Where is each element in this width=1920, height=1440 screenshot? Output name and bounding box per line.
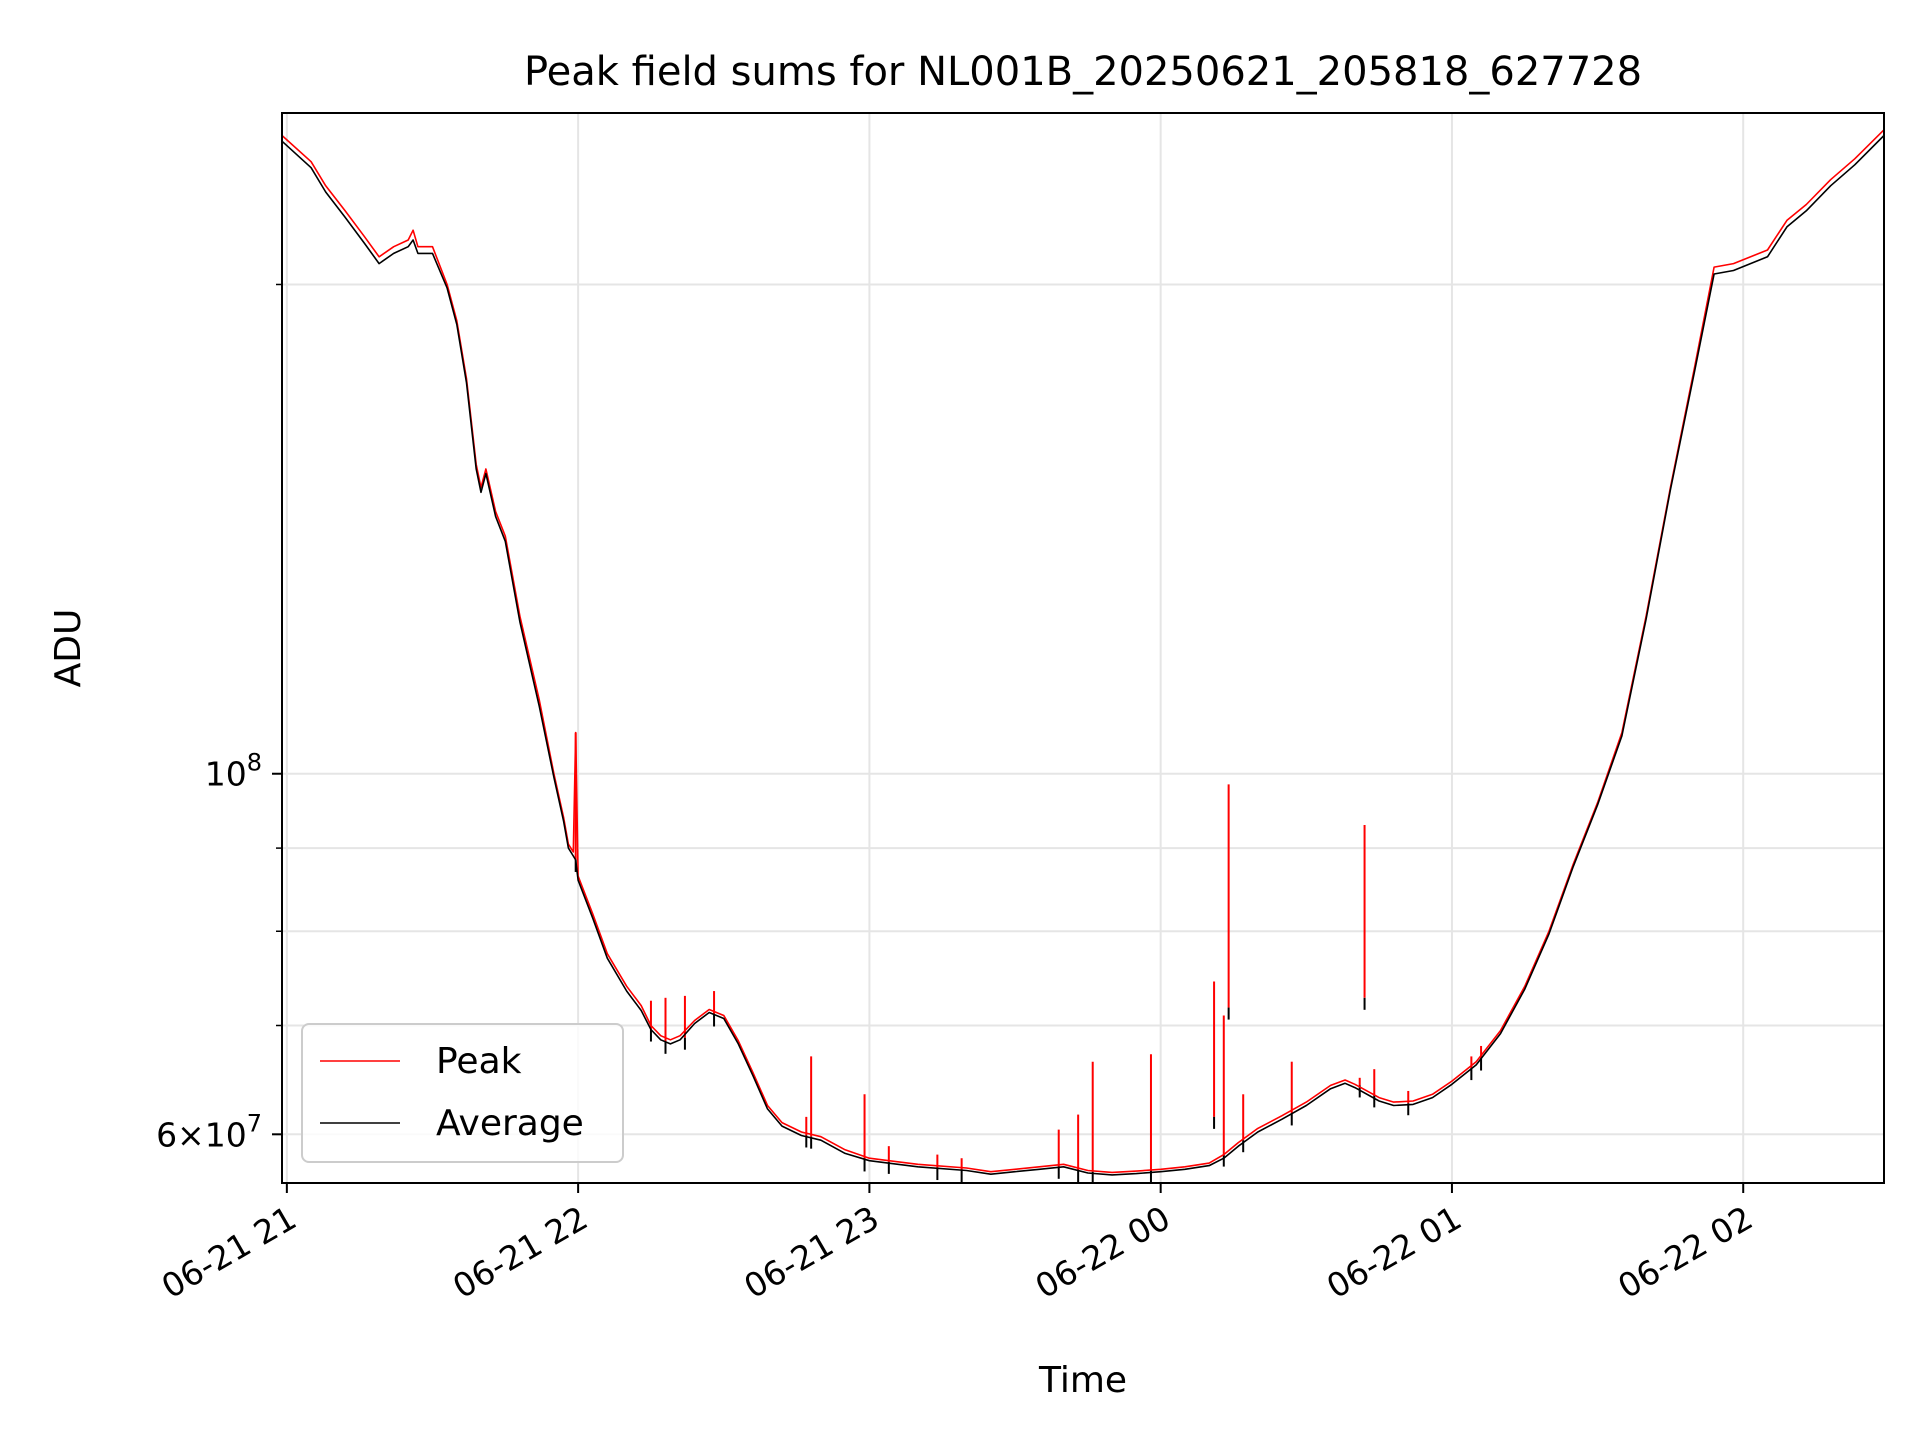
spike-layer	[574, 732, 1483, 1184]
series-line-peak	[281, 129, 1885, 1174]
legend: Peak Average	[301, 1023, 624, 1163]
series-line-average	[281, 134, 1885, 1176]
legend-box	[301, 1023, 624, 1163]
y-axis-label: ADU	[48, 609, 89, 688]
x-axis-label: Time	[1038, 1360, 1127, 1401]
y-tick-label: 6×107	[156, 1109, 262, 1154]
y-tick-label: 108	[205, 749, 262, 794]
y-axis-ticks: 6×107 108	[156, 283, 282, 1154]
plot-frame	[281, 112, 1885, 1184]
legend-label-average: Average	[436, 1103, 584, 1144]
legend-label-peak: Peak	[436, 1041, 522, 1082]
series-layer	[281, 129, 1885, 1176]
chart-title: Peak field sums for NL001B_20250621_2058…	[524, 49, 1642, 95]
